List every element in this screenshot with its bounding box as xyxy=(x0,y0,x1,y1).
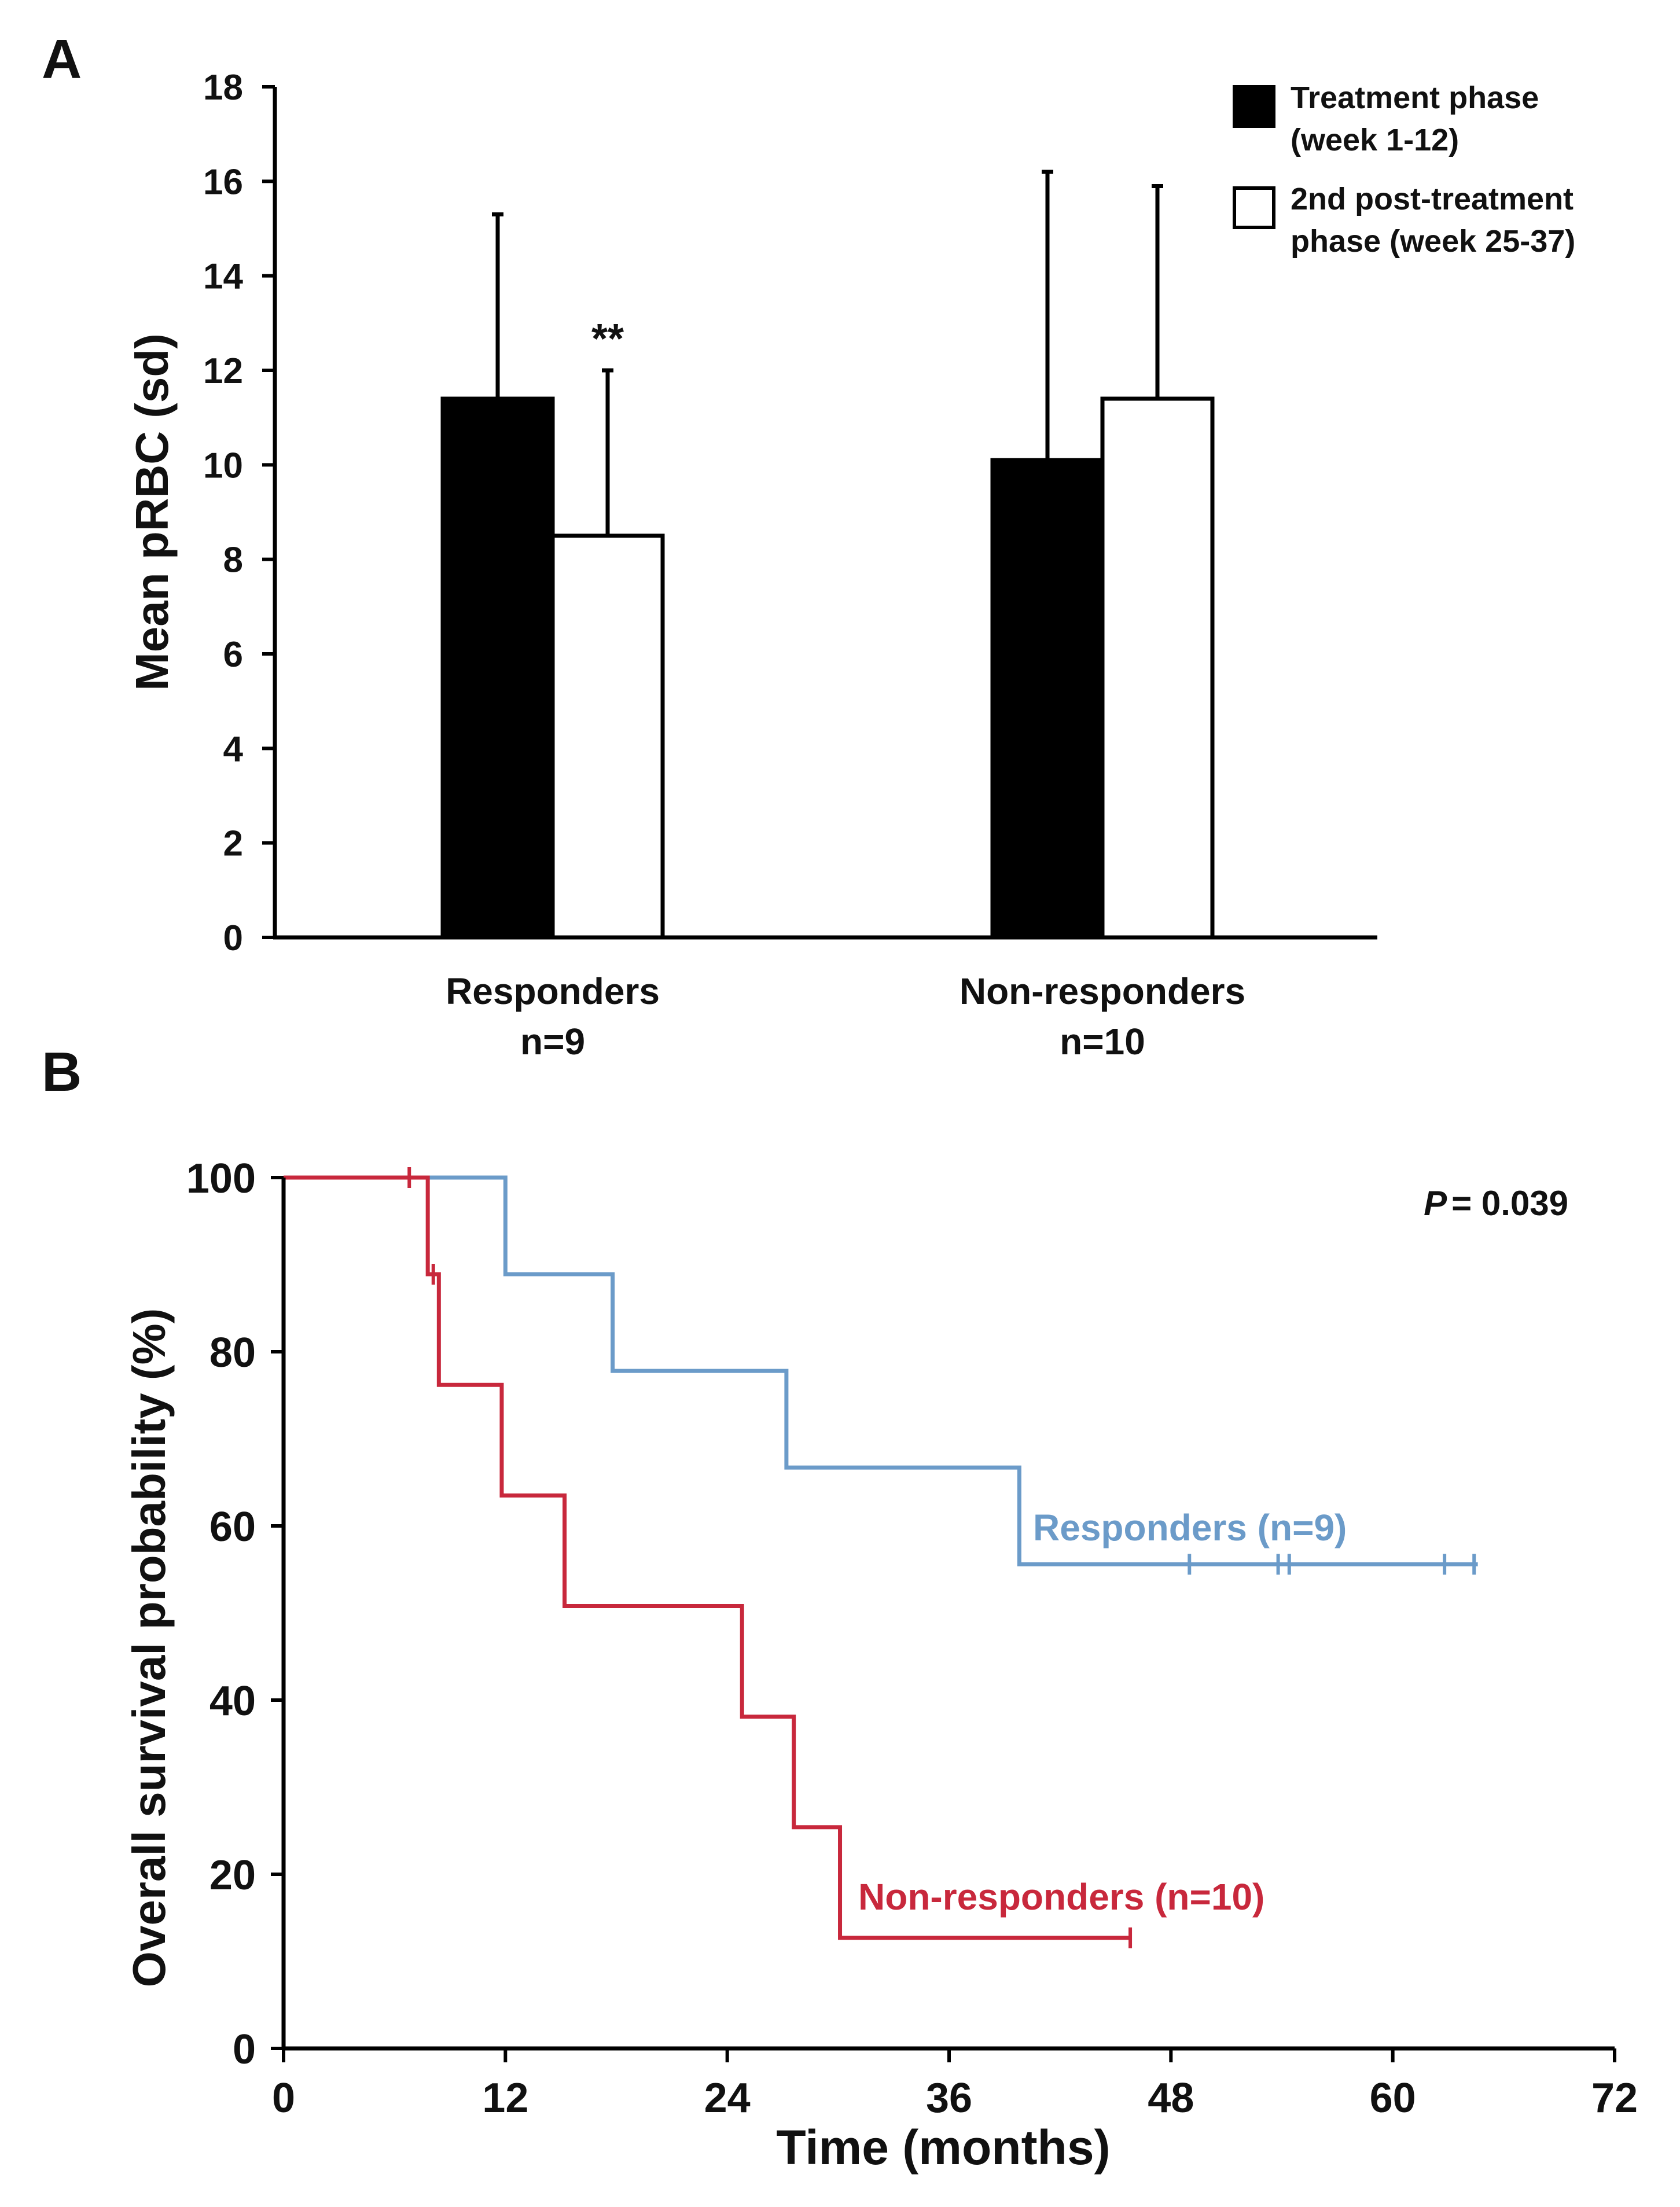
a-y-axis-label: Mean pRBC (sd) xyxy=(126,333,178,691)
p-value: = 0.039 xyxy=(1451,1184,1568,1223)
a-category-labels: Responders n=9 Non-responders n=10 xyxy=(446,970,1245,1062)
b-x-tick-label: 12 xyxy=(482,2075,528,2121)
b-y-tick-label: 80 xyxy=(209,1330,256,1376)
a-y-tick-label: 8 xyxy=(223,540,243,580)
a-legend: Treatment phase (week 1-12) 2nd post-treat… xyxy=(1233,80,1575,259)
survival-curve xyxy=(284,1175,1478,1566)
a-y-tick-label: 14 xyxy=(203,257,243,297)
b-x-ticks: 0 12 24 36 48 60 72 xyxy=(272,2048,1638,2121)
a-y-tick-label: 4 xyxy=(223,729,244,769)
legend-label-line2: phase (week 25-37) xyxy=(1291,224,1575,259)
survival-curve xyxy=(284,1175,1131,1940)
b-y-tick-label: 60 xyxy=(209,1504,256,1550)
b-y-tick-label: 0 xyxy=(233,2026,256,2073)
significance-annotation: ** xyxy=(591,316,624,362)
p-symbol: P xyxy=(1424,1184,1447,1223)
a-category-label: Responders xyxy=(446,970,660,1012)
bar xyxy=(1100,396,1215,940)
panel-a-label: A xyxy=(42,28,82,90)
panel-b-label: B xyxy=(42,1041,82,1103)
a-y-tick-label: 0 xyxy=(223,918,243,958)
b-y-tick-label: 40 xyxy=(209,1678,256,1724)
b-x-tick-label: 24 xyxy=(704,2075,751,2121)
bar xyxy=(440,396,555,940)
b-y-tick-label: 20 xyxy=(209,1852,256,1899)
a-y-tick-label: 12 xyxy=(203,351,243,391)
a-y-tick-label: 2 xyxy=(223,824,243,864)
b-series-labels: Responders (n=9) Non-responders (n=10) xyxy=(858,1507,1347,1918)
b-x-axis-label: Time (months) xyxy=(776,2120,1110,2175)
legend-label-line2: (week 1-12) xyxy=(1291,123,1459,157)
a-y-tick-label: 10 xyxy=(203,446,243,485)
legend-label: Treatment phase xyxy=(1291,80,1539,115)
a-bars xyxy=(440,396,1215,940)
a-y-tick-label: 18 xyxy=(203,68,243,108)
b-y-tick-label: 100 xyxy=(186,1156,256,1202)
b-y-axis-label: Overall survival probability (%) xyxy=(123,1308,175,1988)
p-value-label: P = 0.039 xyxy=(1424,1184,1568,1223)
legend-swatch xyxy=(1233,186,1275,229)
b-x-tick-label: 36 xyxy=(926,2075,972,2121)
panel-a-bar-chart: 0 2 4 6 8 10 12 14 16 18 Responders n=9 Non-respond… xyxy=(126,68,1575,1062)
b-x-tick-label: 48 xyxy=(1148,2075,1194,2121)
legend-swatch xyxy=(1233,85,1275,128)
bar xyxy=(550,534,665,940)
b-y-ticks: 0 20 40 60 80 100 xyxy=(186,1156,284,2073)
series-label: Non-responders (n=10) xyxy=(858,1876,1264,1918)
legend-label: 2nd post-treatment xyxy=(1291,182,1574,216)
b-x-tick-label: 60 xyxy=(1370,2075,1416,2121)
a-y-ticks: 0 2 4 6 8 10 12 14 16 18 xyxy=(203,68,275,958)
a-category-n: n=10 xyxy=(1060,1021,1145,1062)
bar xyxy=(990,458,1105,940)
b-survival-curves xyxy=(284,1167,1478,1948)
a-error-bars xyxy=(492,170,1163,536)
b-x-tick-label: 0 xyxy=(272,2075,295,2121)
a-category-n: n=9 xyxy=(520,1021,585,1062)
b-x-tick-label: 72 xyxy=(1591,2075,1638,2121)
a-category-label: Non-responders xyxy=(960,970,1245,1012)
a-y-tick-label: 6 xyxy=(223,635,243,675)
panel-b-survival-chart: 0 20 40 60 80 100 0 12 24 36 48 60 72 Time (months)… xyxy=(123,1156,1638,2175)
a-y-tick-label: 16 xyxy=(203,162,243,202)
series-label: Responders (n=9) xyxy=(1033,1507,1347,1548)
